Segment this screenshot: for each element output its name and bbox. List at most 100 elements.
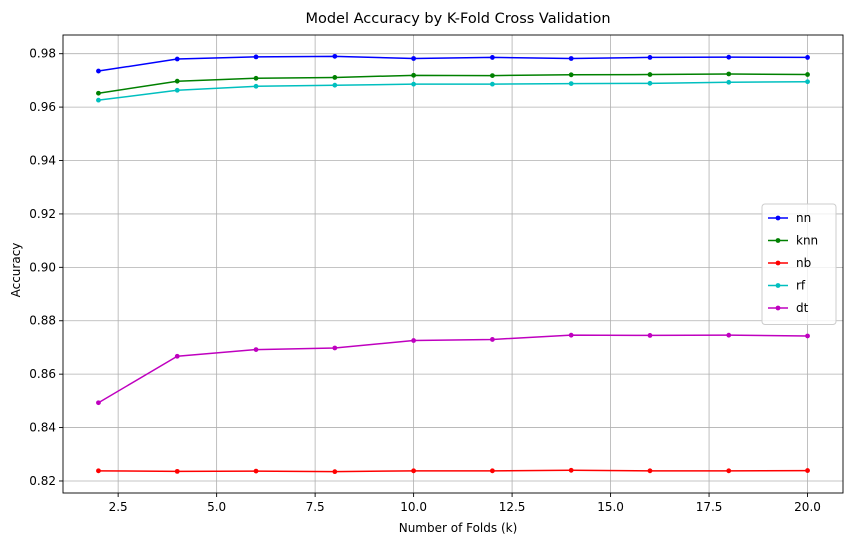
data-point-nn [489,55,495,60]
series-nn [96,53,810,74]
series-knn [96,71,810,96]
legend-swatch-marker [775,283,781,288]
legend-label: nn [796,211,811,225]
x-tick-label: 15.0 [597,500,624,514]
y-axis: 0.82 0.84 0.86 0.88 0.90 0.92 0.94 0.96 0.98 [29,47,63,488]
data-point-nn [647,55,653,60]
series-nb [96,467,810,475]
data-point-knn [489,73,495,78]
data-point-nn [253,54,259,60]
y-tick-label: 0.88 [29,314,56,328]
data-point-nb [726,468,732,474]
data-point-nb [568,467,574,473]
x-tick-label: 7.5 [306,500,325,514]
legend-item-rf: rf [768,279,806,293]
data-point-nn [411,56,417,61]
data-point-nn [805,55,810,60]
legend-swatch-marker [775,305,781,311]
data-point-nb [647,468,653,474]
data-point-rf [568,81,574,87]
data-point-nb [253,468,259,474]
data-point-rf [805,79,810,85]
data-point-dt [805,333,810,339]
legend-label: nb [796,256,811,270]
series-line-nn [98,55,808,72]
series-line-rf [98,80,808,101]
series-line-dt [98,334,808,404]
data-point-knn [174,78,180,84]
legend-item-nn: nn [768,211,811,225]
data-point-nn [568,56,574,61]
x-tick-label: 20.0 [794,500,821,514]
y-tick-label: 0.84 [29,421,56,435]
x-axis-title: Number of Folds (k) [399,521,518,535]
data-point-dt [647,333,653,338]
x-tick-label: 12.5 [499,500,526,514]
data-point-knn [647,72,653,77]
legend-box [761,203,837,325]
y-tick-label: 0.90 [29,260,56,274]
data-point-nn [726,54,732,60]
data-point-dt [489,337,495,342]
y-tick-label: 0.86 [29,367,56,381]
data-point-dt [726,332,732,338]
data-point-nb [332,469,338,475]
data-point-rf [96,97,101,103]
data-point-nn [174,56,180,62]
data-point-knn [726,71,732,77]
grid [63,35,843,493]
data-point-rf [253,83,259,89]
x-tick-label: 10.0 [400,500,427,514]
y-tick-label: 0.92 [29,207,56,221]
x-tick-label: 5.0 [207,500,226,514]
data-point-nb [174,468,180,474]
data-point-rf [411,81,417,87]
data-point-knn [253,75,259,81]
data-point-nn [332,53,338,59]
data-point-dt [568,332,574,338]
data-point-rf [332,82,338,88]
legend-swatch-marker [775,238,781,243]
series-line-knn [98,73,808,94]
data-point-knn [332,75,338,80]
x-axis: 2.5 5.0 7.5 10.0 12.5 15.0 17.5 20.0 [109,493,821,514]
data-point-dt [253,347,259,352]
x-tick-label: 17.5 [696,500,723,514]
data-point-nb [805,468,810,473]
data-point-nb [96,468,101,474]
data-point-dt [332,345,338,351]
data-point-rf [647,80,653,86]
y-tick-label: 0.94 [29,154,56,168]
data-point-dt [96,400,101,406]
legend-item-knn: knn [768,234,818,248]
data-point-dt [174,353,180,359]
data-point-knn [96,90,101,96]
plot-area-frame [62,34,844,494]
data-point-knn [568,72,574,78]
legend: nn knn nb rf dt [761,203,837,325]
x-tick-label: 2.5 [109,500,128,514]
y-tick-label: 0.98 [29,47,56,61]
y-axis-title: Accuracy [9,243,23,298]
legend-label: rf [796,279,806,293]
series-line-nb [98,469,808,473]
series-dt [96,332,810,406]
legend-label: dt [796,301,809,315]
data-point-knn [805,72,810,77]
series-group [96,53,810,475]
data-point-knn [411,72,417,78]
legend-swatch-marker [775,260,781,266]
legend-item-nb: nb [768,256,811,270]
data-point-rf [726,79,732,85]
legend-item-dt: dt [768,301,809,315]
series-rf [96,79,810,103]
data-point-nb [411,468,417,474]
data-point-rf [174,87,180,93]
legend-swatch-marker [775,215,781,221]
data-point-dt [411,338,417,343]
y-tick-label: 0.96 [29,100,56,114]
data-point-nn [96,68,101,74]
data-point-nb [489,468,495,474]
